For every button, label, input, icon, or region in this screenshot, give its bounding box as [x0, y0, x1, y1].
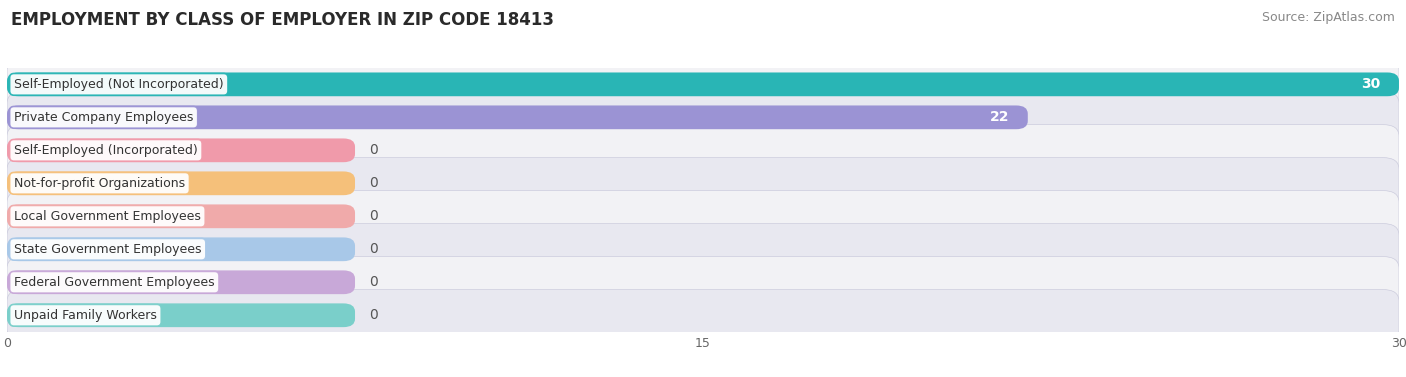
Text: 30: 30 — [1361, 77, 1381, 91]
Text: 0: 0 — [368, 242, 378, 256]
Text: 0: 0 — [368, 209, 378, 223]
FancyBboxPatch shape — [7, 204, 354, 228]
Text: Federal Government Employees: Federal Government Employees — [14, 276, 215, 289]
FancyBboxPatch shape — [7, 158, 1399, 209]
FancyBboxPatch shape — [7, 72, 1399, 96]
Text: State Government Employees: State Government Employees — [14, 243, 201, 256]
Text: 0: 0 — [368, 308, 378, 322]
FancyBboxPatch shape — [7, 92, 1399, 143]
FancyBboxPatch shape — [7, 257, 1399, 308]
Text: Local Government Employees: Local Government Employees — [14, 210, 201, 223]
FancyBboxPatch shape — [7, 290, 1399, 341]
Text: 22: 22 — [990, 110, 1010, 124]
Text: Source: ZipAtlas.com: Source: ZipAtlas.com — [1261, 11, 1395, 24]
FancyBboxPatch shape — [7, 138, 354, 162]
Text: Self-Employed (Incorporated): Self-Employed (Incorporated) — [14, 144, 198, 157]
Text: Unpaid Family Workers: Unpaid Family Workers — [14, 309, 157, 322]
Text: Not-for-profit Organizations: Not-for-profit Organizations — [14, 177, 186, 190]
FancyBboxPatch shape — [7, 238, 354, 261]
FancyBboxPatch shape — [7, 270, 354, 294]
FancyBboxPatch shape — [7, 191, 1399, 242]
FancyBboxPatch shape — [7, 106, 1028, 129]
Text: Self-Employed (Not Incorporated): Self-Employed (Not Incorporated) — [14, 78, 224, 91]
FancyBboxPatch shape — [7, 59, 1399, 110]
Text: 0: 0 — [368, 176, 378, 190]
Text: EMPLOYMENT BY CLASS OF EMPLOYER IN ZIP CODE 18413: EMPLOYMENT BY CLASS OF EMPLOYER IN ZIP C… — [11, 11, 554, 29]
FancyBboxPatch shape — [7, 125, 1399, 176]
Text: Private Company Employees: Private Company Employees — [14, 111, 194, 124]
Text: 0: 0 — [368, 143, 378, 157]
FancyBboxPatch shape — [7, 224, 1399, 275]
FancyBboxPatch shape — [7, 172, 354, 195]
Text: 0: 0 — [368, 275, 378, 289]
FancyBboxPatch shape — [7, 303, 354, 327]
